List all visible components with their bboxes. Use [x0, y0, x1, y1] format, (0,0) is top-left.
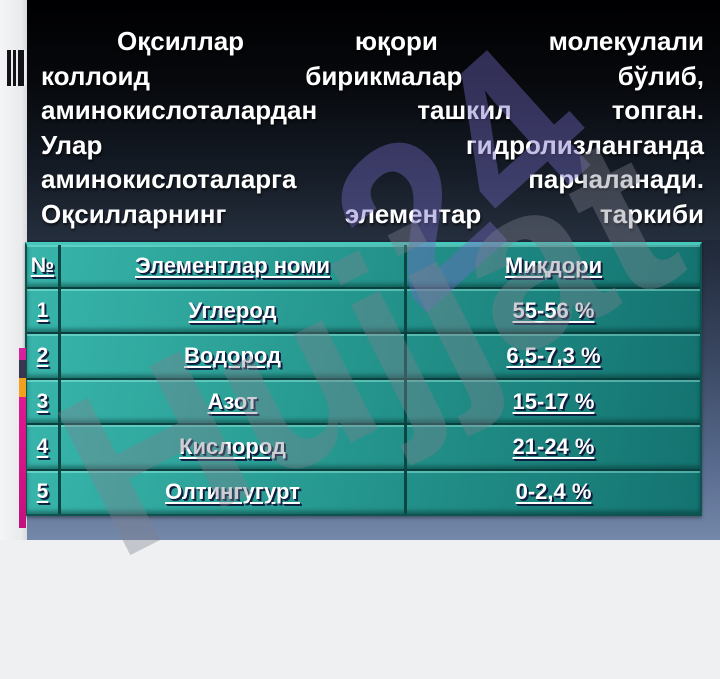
table-row: 1 Углерод 55-56 %	[27, 287, 700, 333]
row-number: 5	[36, 480, 49, 504]
element-name: Кислород	[58, 425, 404, 469]
paragraph: Оқсиллар юқори молекулали коллоид бирикм…	[41, 24, 704, 231]
table-row: 2 Водород 6,5-7,3 %	[27, 332, 700, 378]
element-name: Азот	[58, 379, 404, 424]
element-amount: 15-17 %	[404, 379, 700, 424]
paragraph-line: Улар гидролизланганда	[41, 129, 704, 160]
slide: Оқсиллар юқори молекулали коллоид бирикм…	[0, 0, 720, 607]
element-name: Углерод	[58, 289, 404, 333]
table-row: 3 Азот 15-17 %	[27, 377, 700, 424]
paragraph-line: аминокислоталарга парчаланади.	[41, 164, 704, 194]
header-number: №	[30, 254, 55, 277]
row-number: 3	[36, 389, 49, 413]
accent-stripe-magenta	[19, 397, 26, 528]
element-amount: 21-24 %	[404, 425, 700, 469]
element-name: Водород	[58, 334, 404, 378]
accent-stripe-navy	[19, 360, 26, 378]
row-number: 4	[36, 434, 49, 458]
paragraph-line: коллоид бирикмалар бўлиб,	[41, 60, 704, 91]
table-row: 5 Олтингугурт 0-2,4 %	[27, 468, 700, 515]
element-amount: 0-2,4 %	[404, 470, 700, 515]
paragraph-line: аминокислоталардан ташкил топган.	[41, 95, 704, 125]
row-number: 2	[36, 344, 49, 368]
table-header-row: № Элементлар номи Миқдори	[27, 245, 700, 287]
element-amount: 6,5-7,3 %	[404, 334, 700, 378]
text-panel	[27, 0, 720, 240]
table-row: 4 Кислород 21-24 %	[27, 423, 700, 469]
row-number: 1	[36, 298, 49, 322]
element-name: Олтингугурт	[58, 470, 404, 515]
element-amount: 55-56 %	[404, 289, 700, 333]
accent-stripe-orange	[19, 378, 26, 397]
header-amount: Миқдори	[404, 245, 700, 287]
elements-table: № Элементлар номи Миқдори 1 Углерод 55-5…	[25, 242, 702, 516]
paragraph-line: Оқсилларнинг элементар таркиби	[41, 198, 704, 229]
header-element-name: Элементлар номи	[58, 245, 404, 287]
barcode-icon	[7, 50, 26, 86]
paragraph-line: Оқсиллар юқори молекулали	[117, 26, 704, 56]
accent-stripe-magenta-cap	[19, 348, 26, 360]
